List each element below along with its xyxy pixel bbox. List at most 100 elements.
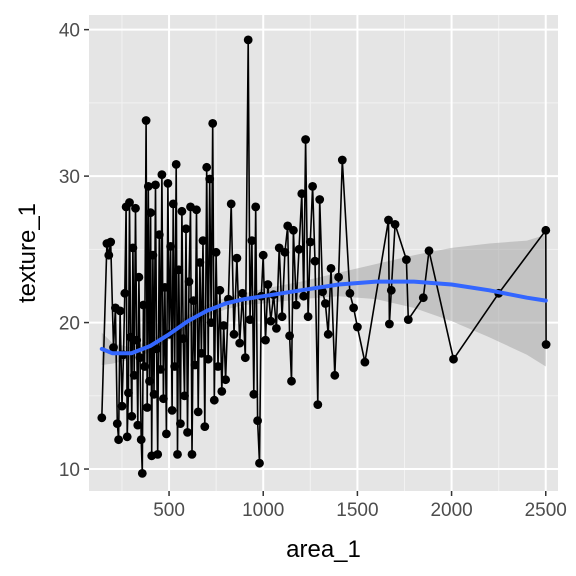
- data-point: [213, 362, 223, 371]
- data-point: [141, 116, 151, 125]
- data-point: [245, 315, 255, 324]
- data-point: [229, 329, 239, 339]
- x-tick-label: 2000: [430, 500, 472, 521]
- data-point: [541, 340, 551, 349]
- data-point: [133, 420, 143, 430]
- data-point: [154, 230, 164, 240]
- data-point: [402, 255, 411, 264]
- data-point: [166, 242, 176, 251]
- data-point: [310, 256, 320, 266]
- data-point: [120, 288, 130, 298]
- x-axis-title: area_1: [286, 536, 361, 563]
- smooth-line: [99, 279, 548, 356]
- data-point: [162, 429, 171, 439]
- data-point: [360, 357, 370, 367]
- data-point: [140, 362, 150, 371]
- data-point: [330, 370, 340, 380]
- data-point: [334, 272, 343, 282]
- data-point: [353, 322, 362, 332]
- data-point: [187, 450, 197, 459]
- data-point: [115, 306, 125, 316]
- y-tick-label: 30: [59, 167, 80, 188]
- series-layer: [97, 35, 551, 478]
- x-tick-label: 2500: [525, 500, 567, 521]
- data-point: [200, 422, 210, 431]
- smooth-line-layer: [99, 279, 548, 356]
- y-tick-label: 40: [59, 21, 80, 42]
- data-point: [219, 321, 229, 330]
- data-point: [132, 335, 142, 345]
- data-point: [277, 312, 287, 322]
- data-point: [109, 343, 118, 352]
- data-point: [139, 300, 148, 310]
- data-point: [541, 225, 551, 235]
- data-point: [297, 189, 307, 199]
- data-point: [97, 413, 107, 423]
- data-point: [190, 360, 200, 370]
- data-point: [403, 315, 413, 324]
- data-point: [232, 253, 242, 263]
- data-point: [211, 247, 221, 257]
- x-tick-label: 1500: [336, 500, 378, 521]
- data-point: [247, 236, 257, 246]
- data-point: [163, 179, 173, 188]
- data-point: [159, 394, 168, 404]
- data-point: [156, 365, 166, 374]
- data-point: [217, 387, 227, 396]
- data-point: [323, 329, 333, 339]
- data-point: [135, 353, 145, 363]
- data-point: [151, 180, 160, 190]
- data-point: [287, 376, 296, 386]
- data-point: [171, 160, 181, 169]
- data-point: [418, 293, 428, 303]
- data-point: [266, 316, 276, 326]
- data-point: [305, 237, 315, 247]
- smooth-confidence-band-layer: [101, 234, 546, 367]
- data-point: [131, 203, 140, 213]
- data-point: [198, 236, 208, 246]
- data-point: [149, 389, 159, 399]
- data-point: [285, 331, 294, 341]
- data-point: [122, 432, 132, 442]
- data-point: [145, 376, 154, 386]
- data-point: [181, 224, 191, 234]
- data-point: [189, 296, 198, 305]
- data-point: [240, 353, 250, 363]
- data-point: [386, 285, 396, 295]
- data-point: [390, 220, 400, 229]
- series-line: [101, 39, 547, 475]
- data-point: [313, 400, 323, 409]
- data-point: [167, 406, 177, 415]
- data-point: [114, 435, 123, 445]
- data-point: [349, 303, 358, 313]
- data-point: [261, 335, 270, 345]
- data-point: [112, 419, 122, 428]
- data-point: [148, 250, 158, 260]
- data-point: [209, 395, 219, 405]
- data-point: [384, 215, 393, 225]
- data-point: [226, 199, 236, 209]
- data-point: [134, 272, 144, 282]
- data-point: [202, 162, 212, 172]
- data-point: [263, 280, 273, 289]
- data-point: [106, 237, 116, 247]
- data-point: [291, 300, 301, 310]
- data-point: [251, 202, 261, 212]
- data-point: [153, 450, 163, 459]
- data-point: [192, 205, 201, 215]
- data-point: [152, 344, 162, 354]
- data-point: [197, 348, 206, 358]
- y-tick-label: 10: [59, 460, 80, 481]
- data-point: [178, 334, 188, 344]
- data-point: [318, 287, 327, 297]
- data-point: [308, 182, 317, 191]
- data-point: [117, 401, 127, 411]
- data-point: [326, 264, 336, 273]
- data-point: [303, 312, 313, 322]
- data-point: [315, 195, 325, 204]
- smooth-confidence-band: [101, 234, 546, 367]
- data-point: [301, 135, 310, 144]
- data-point: [255, 458, 264, 468]
- data-point: [136, 435, 146, 445]
- y-axis-title: texture_1: [14, 203, 41, 303]
